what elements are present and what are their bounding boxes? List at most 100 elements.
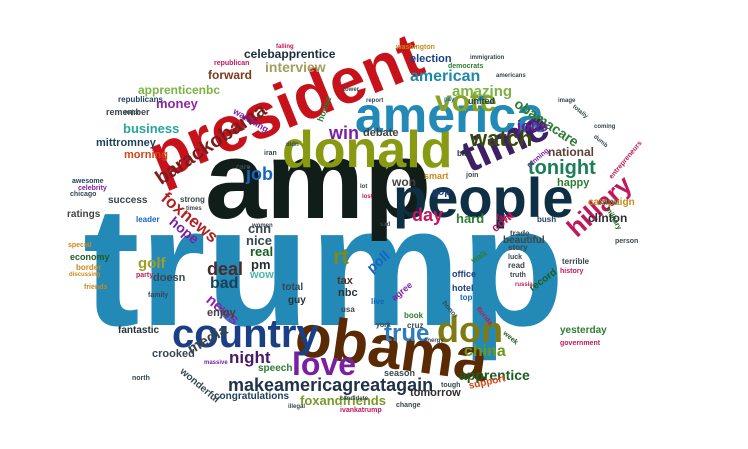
word-fake: fake (496, 213, 513, 222)
word-election: election (410, 53, 452, 65)
word-nice: nice (246, 233, 273, 248)
word-job: job (246, 164, 273, 184)
word-lot: lot (360, 184, 368, 190)
word-success: success (108, 195, 148, 206)
word-don: don (437, 309, 503, 350)
word-terrible: terrible (562, 257, 590, 266)
word-congratulations: congratulations (214, 391, 290, 402)
word-government: government (560, 340, 601, 347)
word-pm: pm (251, 257, 271, 272)
word-vote: vote (435, 85, 497, 118)
word-story: story (508, 243, 528, 252)
word-read: read (508, 261, 525, 270)
word-interview: interview (265, 59, 326, 75)
word-tough: tough (441, 382, 461, 389)
word-energy: energy (424, 338, 444, 344)
word-mittromney: mittromney (96, 137, 156, 149)
word-beautiful: beautiful (503, 235, 545, 246)
word-leader: leader (136, 215, 160, 224)
word-illegal: illegal (288, 404, 306, 410)
word-times: times (186, 206, 202, 212)
word-gop: gop (432, 187, 451, 198)
word-united: united (468, 96, 495, 106)
word-total: total (282, 282, 304, 293)
word-tomorrow: tomorrow (410, 387, 461, 399)
word-won: won (392, 175, 416, 189)
word-cnn: cnn (248, 221, 272, 236)
word-women: women (252, 223, 273, 229)
word-major: major (123, 110, 140, 116)
word-enjoy: enjoy (207, 307, 236, 319)
word-economy: economy (70, 252, 110, 262)
word-image: image (558, 98, 576, 104)
word-win: win (329, 123, 359, 143)
word-wow: wow (250, 269, 274, 281)
word-russia: russia (515, 282, 533, 288)
word-crooked: crooked (152, 348, 195, 360)
word-trade: trade (510, 229, 530, 238)
word-watch: watch (470, 126, 533, 151)
word-guy: guy (288, 295, 306, 306)
word-border: border (76, 263, 102, 272)
word-cruz: cruz (407, 321, 424, 330)
word-top: top (460, 293, 473, 302)
word-change: change (396, 402, 421, 409)
word-discussing: discussing (69, 272, 101, 278)
word-amazing: amazing (452, 83, 513, 100)
word-totally: totally (571, 104, 589, 120)
word-falling: falling (276, 44, 294, 50)
word-people: people (393, 166, 574, 229)
word-american: american (410, 68, 481, 85)
word-york: york (376, 322, 391, 329)
word-care: care (236, 164, 251, 171)
word-north: north (132, 375, 150, 382)
word-yesterday: yesterday (560, 325, 607, 336)
word-celebrity: celebrity (78, 185, 107, 192)
word-friends: friends (84, 284, 108, 291)
word-celebapprentice: celebapprentice (244, 47, 336, 61)
word-report: report (366, 98, 384, 104)
word-clinton: clinton (588, 211, 628, 225)
word-jobs: jobs (517, 118, 548, 135)
word-candidate: candidate (340, 396, 369, 402)
word-entrepreneurs: entrepreneurs (608, 139, 644, 181)
word-democrats: democrats (448, 63, 484, 70)
word-business: business (123, 121, 180, 136)
word-day: day (412, 205, 444, 225)
word-makeamericagreatagain: makeamericagreatagain (228, 375, 434, 395)
word-wonderful: wonderful (177, 366, 222, 406)
word-pay: pay (444, 97, 455, 103)
word-hard: hard (456, 211, 485, 226)
word-money: money (156, 96, 198, 111)
word-lost: lost (362, 194, 373, 200)
word-morning: morning (124, 149, 168, 161)
word-join: join (466, 172, 479, 179)
word-special: special (68, 242, 92, 249)
word-national: national (548, 145, 595, 159)
word-iran: iran (264, 150, 277, 157)
word-awesome: awesome (72, 178, 104, 185)
word-golf: golf (138, 255, 166, 272)
word-doesn: doesn (153, 272, 186, 284)
word-season: season (384, 368, 416, 378)
word-country: country (172, 312, 319, 356)
word-called: called (600, 200, 618, 206)
word-dumb: dumb (592, 134, 609, 150)
word-remember: remember (106, 107, 150, 117)
word-fantastic: fantastic (118, 325, 160, 336)
word-forward: forward (208, 68, 253, 82)
word-deal: deal (207, 259, 244, 279)
word-donald: donald (282, 121, 453, 179)
word-smart: smart (424, 171, 449, 181)
word-sad: sad (380, 222, 391, 228)
word-ratings: ratings (67, 209, 101, 220)
word-republican: republican (214, 60, 250, 67)
word-office: office (452, 269, 477, 279)
word-chicago: chicago (70, 191, 97, 198)
word-family: family (148, 292, 169, 299)
word-real: real (250, 244, 274, 259)
word-happy: happy (557, 177, 590, 189)
word-book: book (404, 311, 424, 320)
word-republicans: republicans (118, 95, 163, 104)
word-hotel: hotel (452, 283, 474, 293)
